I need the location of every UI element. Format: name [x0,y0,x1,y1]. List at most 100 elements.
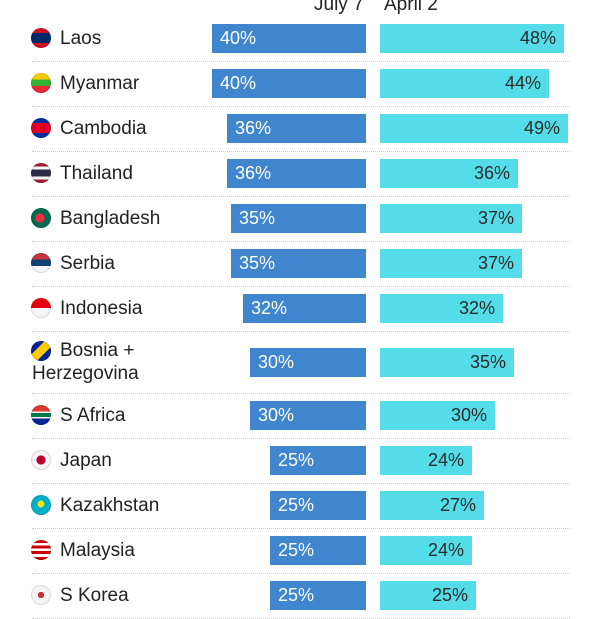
bar-april [380,446,472,475]
bar-label-july: 36% [235,163,272,183]
row-divider [32,331,570,332]
bar-label-july: 30% [258,352,295,372]
bar-label-july: 32% [251,298,288,318]
country-label: Malaysia [60,540,135,561]
bar-label-july: 35% [239,208,276,228]
bar-april [380,294,503,323]
bar-july [212,24,366,53]
country-label: Japan [60,450,112,471]
bar-label-april: 24% [427,540,464,560]
chart-row: Bangladesh 35% 37% [0,197,600,242]
flag-kazakhstan-icon [31,495,51,515]
bar-label-april: 44% [504,73,541,93]
series-header-july: July 7 [314,0,364,15]
row-divider [32,438,570,439]
bar-july [250,401,366,430]
bar-april [380,401,495,430]
bar-label-april: 24% [427,450,464,470]
flag-south-korea-icon [31,585,51,605]
bar-july [270,536,366,565]
chart-row: Myanmar 40% 44% [0,62,600,107]
country-label: Serbia [60,253,115,274]
bar-label-july: 25% [278,585,315,605]
row-divider [32,483,570,484]
bar-july [231,204,366,233]
row-divider [32,573,570,574]
bar-july [227,159,366,188]
row-divider [32,241,570,242]
chart-row: Bosnia + Herzegovina 30% 35% [0,332,600,394]
chart-row: S Africa 30% 30% [0,394,600,439]
flag-indonesia-icon [31,298,51,318]
bar-label-july: 35% [239,253,276,273]
bar-april [380,114,568,143]
bar-label-april: 30% [450,405,487,425]
bar-label-april: 49% [523,118,560,138]
bar-april [380,24,564,53]
bar-label-july: 36% [235,118,272,138]
bar-april [380,536,472,565]
bar-july [227,114,366,143]
bar-label-april: 48% [519,28,556,48]
bar-april [380,249,522,278]
row-divider [32,196,570,197]
flag-malaysia-icon [31,540,51,560]
flag-myanmar-icon [31,73,51,93]
chart-row: Serbia 35% 37% [0,242,600,287]
chart-row: Thailand 36% 36% [0,152,600,197]
bar-april [380,204,522,233]
bar-july [231,249,366,278]
bar-label-july: 40% [220,28,257,48]
series-header-april: April 2 [384,0,438,15]
country-label: Bangladesh [60,208,161,229]
flag-bosnia-icon [31,341,51,361]
bar-april [380,69,549,98]
country-label: Myanmar [60,73,140,94]
bar-label-april: 36% [473,163,510,183]
flag-japan-icon [31,450,51,470]
bar-april [380,159,518,188]
row-divider [32,528,570,529]
row-divider [32,106,570,107]
row-divider [32,61,570,62]
flag-south-africa-icon [31,405,51,425]
bar-april [380,348,514,377]
bar-label-april: 37% [477,208,514,228]
bar-july [212,69,366,98]
bar-july [250,348,366,377]
bar-label-april: 25% [431,585,468,605]
bar-july [270,491,366,520]
bar-july [270,446,366,475]
bar-label-april: 32% [458,298,495,318]
country-label: Indonesia [60,298,143,319]
bar-july [243,294,366,323]
flag-serbia-icon [31,253,51,273]
country-label: Laos [60,28,102,49]
bar-label-july: 25% [278,540,315,560]
bar-label-april: 35% [469,352,506,372]
flag-cambodia-icon [31,118,51,138]
chart-row: Laos 40% 48% [0,17,600,62]
chart-row: Malaysia 25% 24% [0,529,600,574]
flag-thailand-icon [31,163,51,183]
flag-laos-icon [31,28,51,48]
row-divider [32,286,570,287]
country-label: Bosnia + Herzegovina [32,340,139,384]
country-label: S Africa [60,405,126,426]
bar-label-april: 27% [439,495,476,515]
bar-label-april: 37% [477,253,514,273]
row-divider [32,393,570,394]
bar-label-july: 25% [278,450,315,470]
chart-row: Japan 25% 24% [0,439,600,484]
bar-label-july: 25% [278,495,315,515]
bar-april [380,491,484,520]
country-label: Cambodia [60,118,147,139]
bar-label-july: 40% [220,73,257,93]
flag-bangladesh-icon [31,208,51,228]
chart-row: Cambodia 36% 49% [0,107,600,152]
country-label: Kazakhstan [60,495,160,516]
bar-label-july: 30% [258,405,295,425]
country-label: Thailand [60,163,133,184]
chart-row: Indonesia 32% 32% [0,287,600,332]
